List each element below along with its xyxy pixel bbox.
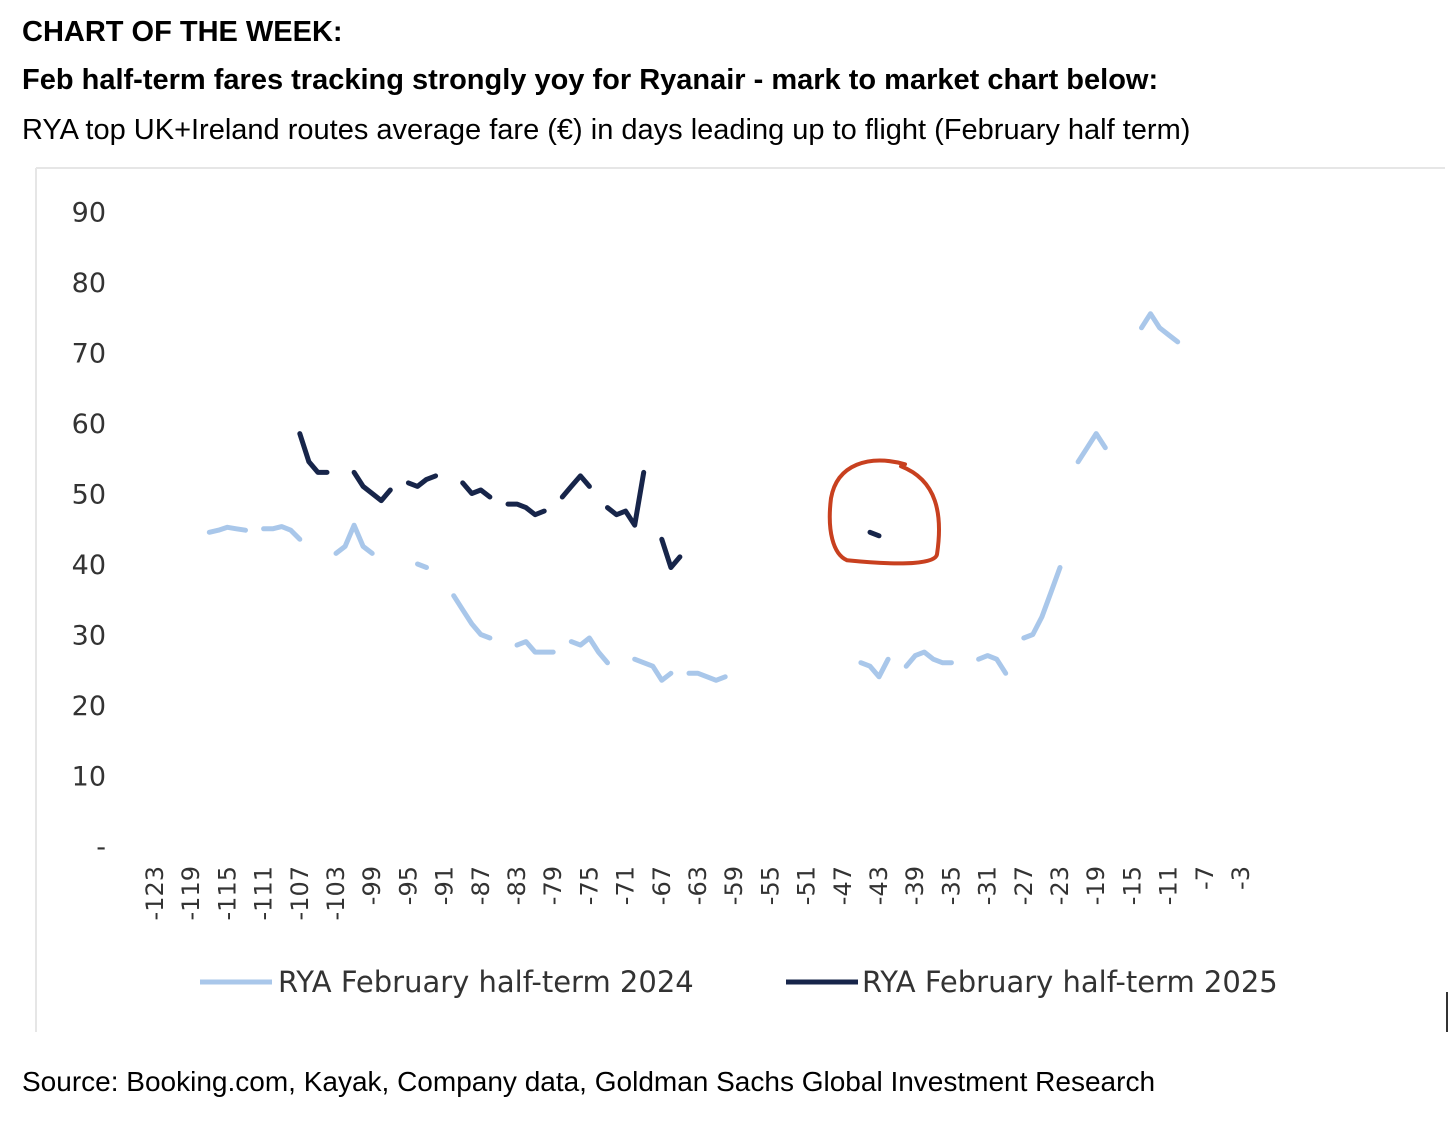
source-note: Source: Booking.com, Kayak, Company data…: [22, 1066, 1156, 1097]
series-2024-line: [1075, 431, 1108, 465]
y-tick-label: 30: [72, 621, 106, 652]
y-tick-label: 50: [72, 480, 106, 511]
series-2024-line: [858, 656, 891, 680]
series-2024-line: [415, 561, 429, 570]
series-2024-line: [568, 635, 610, 666]
x-tick-label: -47: [829, 866, 857, 905]
x-tick-label: -43: [865, 866, 893, 905]
series-2025-line: [867, 529, 882, 539]
series-2024-line: [451, 593, 493, 641]
x-tick-label: -115: [213, 866, 241, 920]
x-tick-label: -103: [322, 866, 350, 920]
chart-kicker: CHART OF THE WEEK:: [22, 16, 343, 48]
x-tick-label: -3: [1227, 866, 1255, 890]
y-tick-label: 90: [72, 198, 106, 229]
y-tick-label: 70: [72, 339, 106, 370]
x-tick-label: -87: [467, 866, 495, 905]
line-chart: - 10 20 30 40 50 60 70 80 90 -123 -119 -115 -111 -107…: [35, 167, 1448, 1032]
x-tick-label: -23: [1046, 866, 1074, 905]
series-2024-line: [686, 670, 728, 683]
series-2025-line: [659, 536, 683, 570]
x-tick-label: -39: [901, 866, 929, 905]
x-tick-label: -55: [756, 866, 784, 905]
x-tick-label: -15: [1118, 866, 1146, 905]
legend-2024-label: RYA February half-term 2024: [278, 965, 694, 999]
y-tick-label: -: [96, 832, 106, 863]
annotation-group: [827, 458, 941, 566]
x-tick-label: -7: [1191, 866, 1219, 890]
chart-headline: Feb half-term fares tracking strongly yo…: [22, 64, 1159, 96]
annotation-circle: [827, 458, 941, 566]
y-axis: - 10 20 30 40 50 60 70 80 90: [72, 198, 106, 864]
x-tick-label: -19: [1082, 866, 1110, 905]
series-2024-line: [1139, 311, 1181, 345]
series-2025-line: [460, 480, 493, 500]
series-2024-line: [206, 524, 248, 535]
series-2024-line: [333, 522, 375, 556]
x-tick-label: -11: [1155, 866, 1183, 905]
x-axis: -123 -119 -115 -111 -107 -103 -99 -95 -91 -87 -83-…: [141, 866, 1255, 920]
y-tick-label: 20: [72, 691, 106, 722]
y-tick-label: 10: [72, 762, 106, 793]
series-2024-line: [261, 524, 303, 542]
x-tick-label: -67: [648, 866, 676, 905]
chart-subtitle: RYA top UK+Ireland routes average fare (…: [22, 114, 1191, 146]
x-tick-label: -35: [937, 866, 965, 905]
x-tick-label: -51: [793, 866, 821, 905]
series-2025-line: [505, 501, 547, 518]
series-2025-line: [559, 473, 592, 500]
x-tick-label: -27: [1010, 866, 1038, 905]
x-tick-label: -63: [684, 866, 712, 905]
x-tick-label: -119: [177, 866, 205, 920]
legend-2025-label: RYA February half-term 2025: [862, 965, 1278, 999]
x-tick-label: -79: [539, 866, 567, 905]
x-tick-label: -91: [431, 866, 459, 905]
series-2024-line: [632, 656, 674, 683]
series-2025-line: [351, 469, 393, 504]
series-group: [206, 311, 1181, 683]
legend: RYA February half-term 2024 RYA February…: [200, 965, 1278, 999]
x-tick-label: -99: [358, 866, 386, 905]
series-2025-line: [297, 431, 330, 475]
x-tick-label: -75: [575, 866, 603, 905]
x-tick-label: -95: [394, 866, 422, 905]
x-tick-label: -59: [720, 866, 748, 905]
x-tick-label: -111: [250, 866, 278, 920]
y-tick-label: 40: [72, 550, 106, 581]
series-2025-line: [405, 473, 439, 489]
y-tick-label: 80: [72, 268, 106, 299]
series-2024-line: [514, 639, 556, 655]
x-tick-label: -107: [286, 866, 314, 920]
series-2024-line: [1021, 565, 1063, 641]
y-tick-label: 60: [72, 409, 106, 440]
x-tick-label: -71: [612, 866, 640, 905]
x-tick-label: -31: [974, 866, 1002, 905]
series-2024-line: [903, 649, 954, 669]
x-tick-label: -123: [141, 866, 169, 920]
x-tick-label: -83: [503, 866, 531, 905]
series-2025-line: [605, 469, 647, 528]
series-2024-line: [976, 653, 1009, 676]
